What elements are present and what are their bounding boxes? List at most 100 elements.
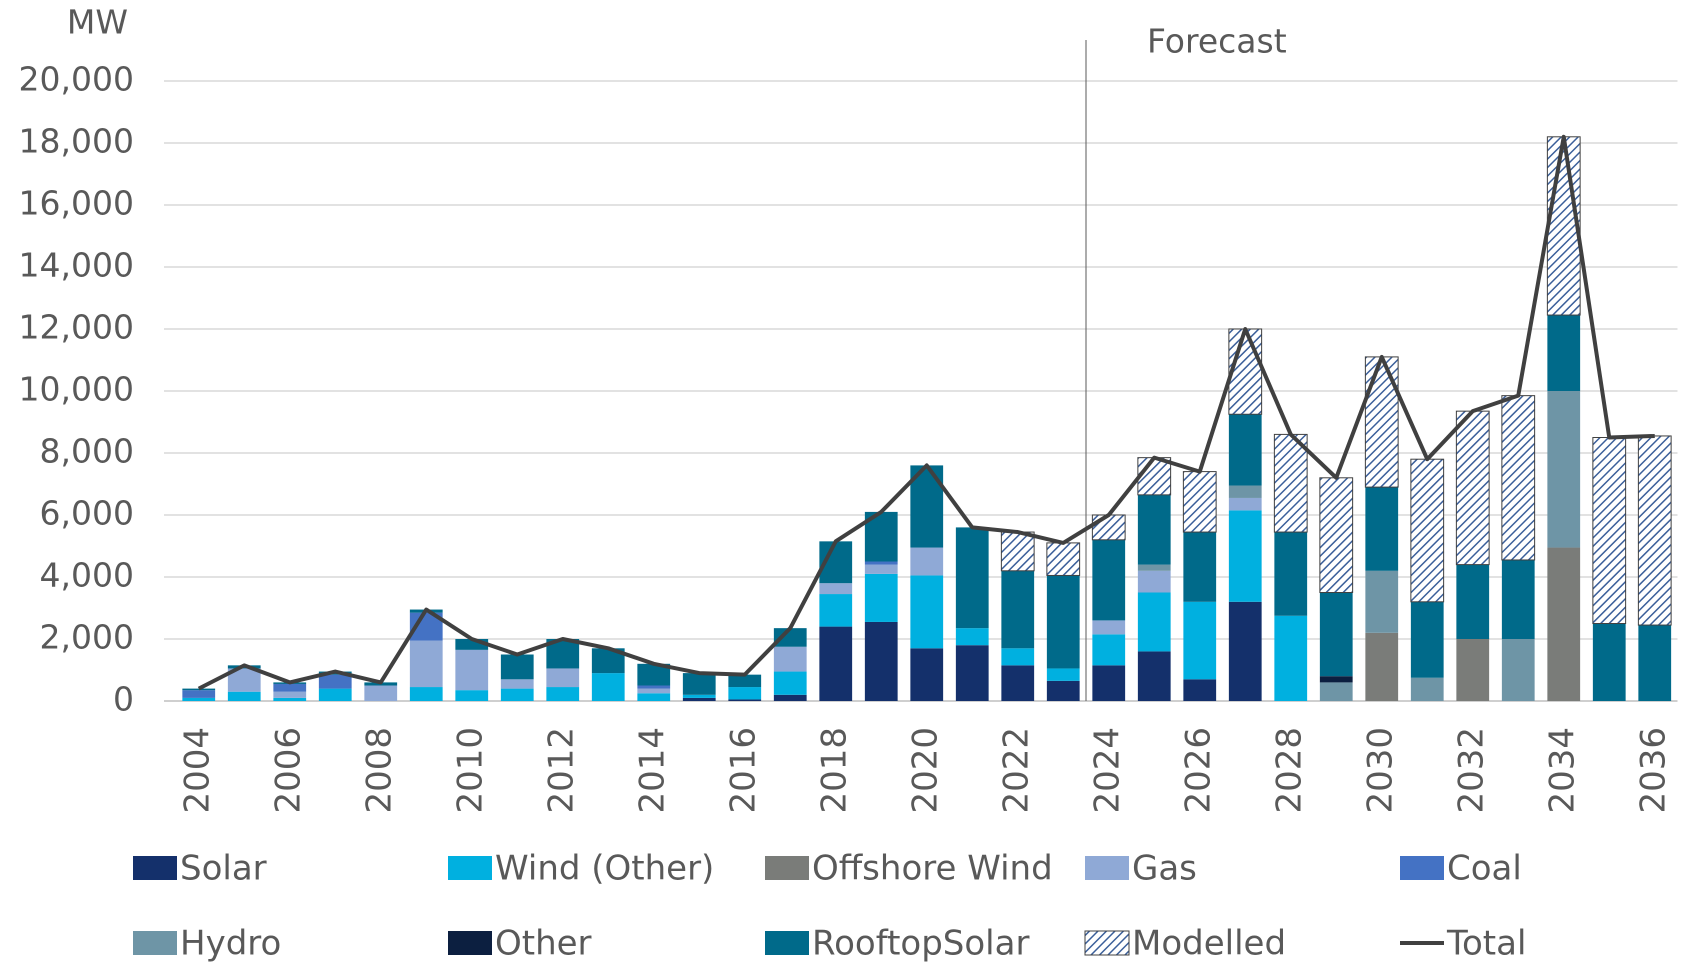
x-tick-label: 2006	[268, 727, 308, 814]
bar-segment	[500, 679, 534, 689]
bar-segment	[1501, 559, 1535, 639]
bar-segment	[955, 628, 989, 646]
bar-segment	[1319, 676, 1353, 683]
bar-segment	[637, 693, 671, 701]
bar-segment	[1228, 497, 1262, 511]
y-tick-label: 20,000	[19, 60, 134, 99]
bar-segment	[682, 673, 716, 695]
bar-segment	[409, 640, 443, 688]
bar-segment	[1001, 570, 1035, 649]
bar-segment	[864, 561, 898, 565]
bar-segment	[1547, 547, 1581, 701]
bar-segment	[1092, 620, 1126, 635]
bar-segment	[955, 527, 989, 629]
legend-label: Wind (Other)	[495, 849, 714, 889]
bar-segment	[1182, 471, 1217, 533]
bar-segment	[1319, 477, 1354, 593]
legend-label: Other	[495, 924, 592, 964]
x-tick-label: 2012	[541, 727, 581, 814]
y-axis-label: MW	[67, 3, 128, 42]
x-tick-label: 2016	[723, 727, 763, 814]
bar-segment	[773, 646, 807, 672]
legend-swatch	[1085, 856, 1129, 880]
y-tick-label: 4,000	[40, 556, 134, 595]
bar-segment	[318, 688, 352, 701]
legend-swatch	[448, 856, 492, 880]
bar-segment	[773, 671, 807, 695]
bar-segment	[1638, 625, 1672, 701]
bar-segment	[1137, 592, 1171, 652]
legend-swatch	[133, 931, 177, 955]
bar-segment	[1046, 575, 1080, 669]
y-tick-label: 10,000	[19, 370, 134, 409]
legend-label: Hydro	[180, 924, 281, 964]
bar-segment	[1273, 433, 1308, 533]
bar-segment	[1547, 315, 1581, 391]
bar-segment	[1274, 532, 1308, 616]
y-tick-label: 14,000	[19, 246, 134, 285]
x-tick-label: 2008	[359, 727, 399, 814]
x-tick-label: 2004	[177, 727, 217, 814]
bar-segment	[1137, 651, 1171, 701]
bar-segment	[864, 573, 898, 622]
bar-segment	[1092, 539, 1126, 621]
y-tick-label: 0	[113, 680, 134, 719]
bar-segment	[1228, 328, 1263, 415]
x-tick-label: 2028	[1269, 727, 1309, 814]
x-tick-label: 2026	[1178, 727, 1218, 814]
bar-segment	[591, 673, 625, 701]
bar-segment	[728, 674, 762, 688]
legend-swatch	[1084, 930, 1130, 956]
bar-segment	[773, 694, 807, 701]
x-tick-label: 2034	[1542, 727, 1582, 814]
bar-segment	[1455, 410, 1490, 566]
bar-segment	[1001, 665, 1035, 701]
bar-segment	[227, 668, 261, 692]
bar-segment	[1410, 677, 1444, 701]
total-line	[197, 134, 1655, 691]
legend-swatch	[765, 931, 809, 955]
bar-segment	[773, 628, 807, 647]
bar-segment	[1364, 356, 1399, 488]
bar-segment	[227, 691, 261, 701]
bar-segment	[1274, 615, 1308, 701]
bar-segment	[910, 648, 944, 701]
bar-segment	[955, 645, 989, 701]
bar-segment	[1046, 542, 1081, 576]
bar-segment	[1046, 680, 1080, 701]
bar-segment	[1319, 592, 1353, 677]
bar-segment	[682, 697, 716, 701]
bar-segment	[1365, 487, 1399, 571]
bar-segment	[1137, 564, 1171, 571]
bar-segment	[1410, 458, 1445, 603]
y-tick-label: 2,000	[40, 618, 134, 657]
bar-segment	[637, 685, 671, 689]
legend-label: Offshore Wind	[812, 849, 1053, 889]
legend-label: Total	[1446, 924, 1526, 964]
bar-segment	[182, 688, 216, 691]
bar-segment	[1228, 485, 1262, 498]
bar-segment	[728, 687, 762, 700]
bar-segment	[500, 688, 534, 701]
y-tick-label: 16,000	[19, 184, 134, 223]
bar-segment	[1456, 564, 1490, 639]
bar-segment	[1410, 601, 1444, 678]
bar-segment	[273, 683, 307, 692]
legend-label: Coal	[1447, 849, 1522, 889]
legend-label: Solar	[180, 849, 267, 889]
bar-segment	[682, 694, 716, 698]
bar-segment	[1183, 532, 1217, 602]
bar-segment	[1501, 639, 1535, 701]
bar-segment	[1001, 648, 1035, 666]
legend-label: Gas	[1132, 849, 1197, 889]
y-tick-label: 12,000	[19, 308, 134, 347]
legend-swatch	[765, 856, 809, 880]
legend-swatch	[133, 856, 177, 880]
bar-segment	[1137, 457, 1172, 496]
x-tick-label: 2032	[1451, 727, 1491, 814]
bar-segment	[455, 639, 489, 650]
x-tick-label: 2036	[1633, 727, 1673, 814]
bar-segment	[1592, 437, 1627, 624]
x-tick-label: 2020	[905, 727, 945, 814]
bar-segment	[500, 654, 534, 680]
